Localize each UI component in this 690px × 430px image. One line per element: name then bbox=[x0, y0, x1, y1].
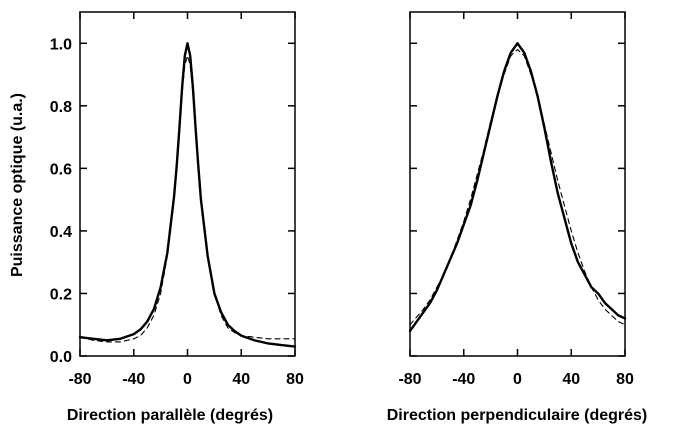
left-y-tick-label: 0.6 bbox=[50, 161, 72, 178]
left-y-tick-label: 0.4 bbox=[50, 224, 72, 241]
left-x-tick-label: 80 bbox=[286, 371, 304, 388]
left-x-tick-label: 40 bbox=[232, 371, 250, 388]
right-series-dashed-line bbox=[409, 48, 626, 326]
right-series-group bbox=[408, 42, 627, 333]
left-y-tick-label: 0.8 bbox=[50, 99, 72, 116]
left-series-solid-line bbox=[78, 42, 297, 348]
left-x-tick-label: 0 bbox=[183, 371, 192, 388]
right-x-axis-title: Direction perpendiculaire (degrés) bbox=[387, 407, 648, 424]
left-y-tick-label: 0.0 bbox=[50, 349, 72, 366]
left-x-ticks: -80 -40 0 40 80 bbox=[68, 12, 304, 388]
right-series-solid-line bbox=[408, 42, 627, 333]
left-y-ticks: 0.0 0.2 0.4 0.6 0.8 1.0 bbox=[50, 36, 295, 366]
right-panel: -80 -40 0 40 80 Direction perpendiculaire (d… bbox=[387, 11, 648, 424]
right-x-tick-label: -40 bbox=[452, 371, 475, 388]
right-plot-frame bbox=[409, 11, 626, 357]
left-y-tick-label: 0.2 bbox=[50, 286, 72, 303]
left-x-tick-label: -80 bbox=[68, 371, 91, 388]
left-y-axis-title: Puissance optique (u.a.) bbox=[9, 93, 26, 277]
right-x-tick-label: 40 bbox=[562, 371, 580, 388]
left-panel: 0.0 0.2 0.4 0.6 0.8 1.0 -80 -40 0 40 80 Puissance… bbox=[9, 11, 304, 424]
left-x-tick-label: -40 bbox=[122, 371, 145, 388]
left-y-tick-label: 1.0 bbox=[50, 36, 72, 53]
right-x-tick-label: -80 bbox=[398, 371, 421, 388]
left-x-axis-title: Direction parallèle (degrés) bbox=[67, 407, 273, 424]
right-x-ticks: -80 -40 0 40 80 bbox=[398, 12, 634, 388]
right-y-ticks bbox=[410, 42, 625, 357]
right-x-tick-label: 80 bbox=[616, 371, 634, 388]
right-x-tick-label: 0 bbox=[513, 371, 522, 388]
left-series-group bbox=[78, 42, 297, 348]
left-plot-frame bbox=[79, 11, 296, 357]
left-series-dashed-line bbox=[79, 55, 296, 343]
